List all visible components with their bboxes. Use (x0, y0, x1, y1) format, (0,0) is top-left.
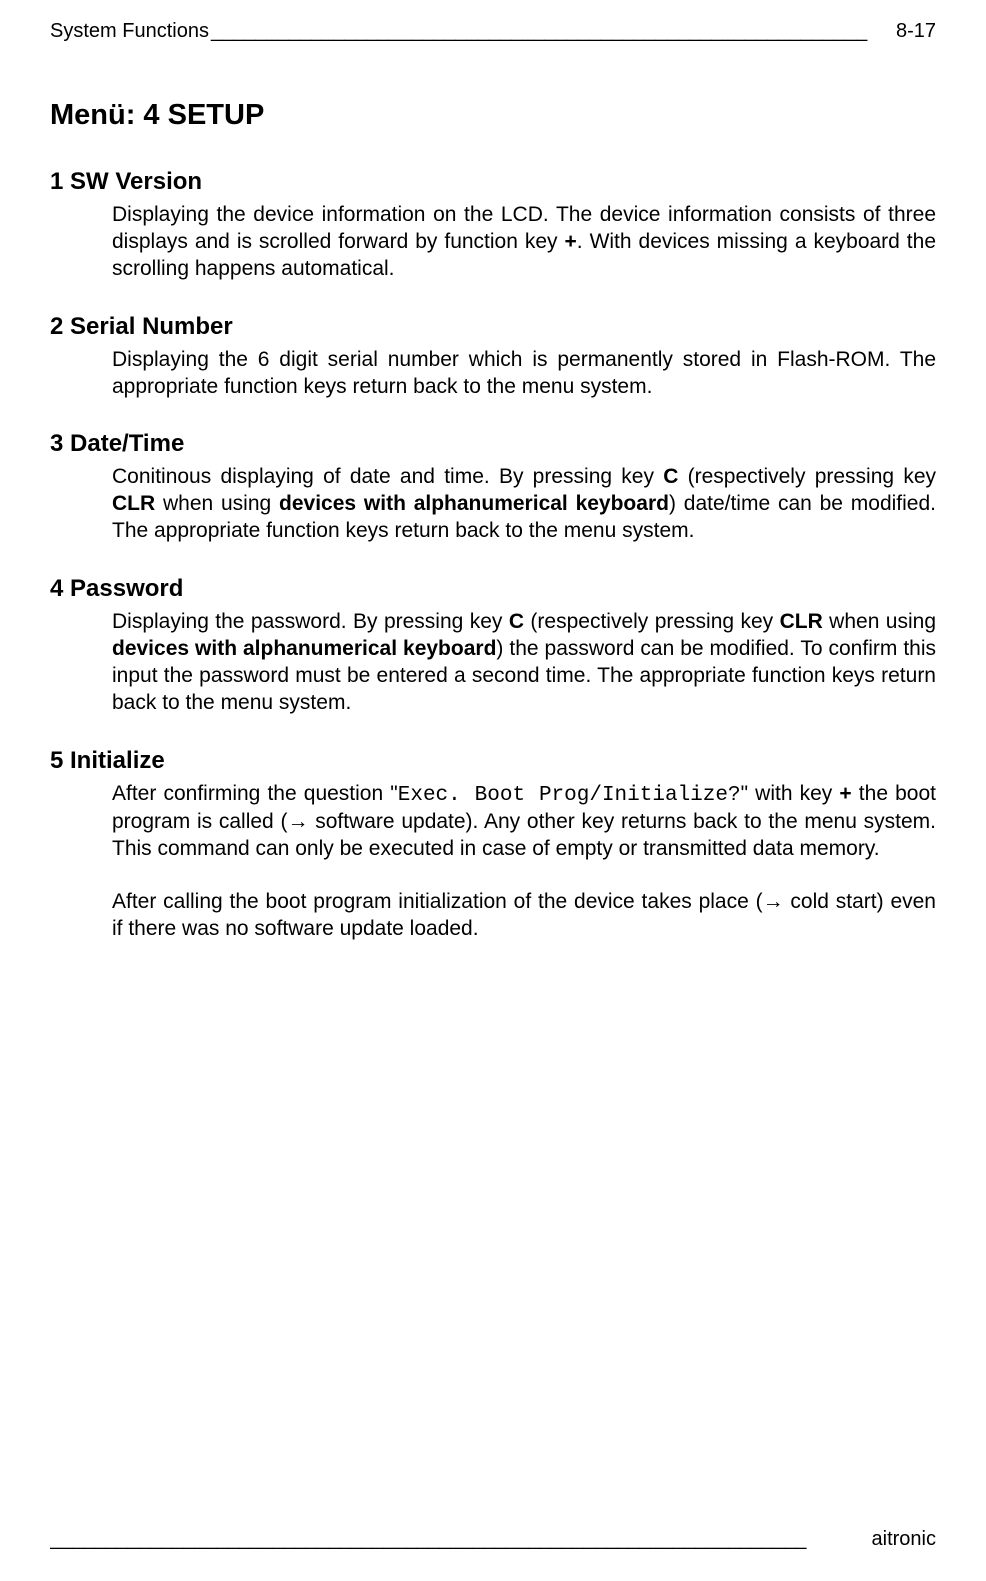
section-heading: 4 Password (50, 575, 936, 603)
text-span: Displaying the password. By pressing key (112, 610, 509, 633)
text-span: C (663, 465, 678, 488)
page-title: Menü: 4 SETUP (50, 99, 936, 132)
text-span: when using (823, 610, 936, 633)
section-heading: 3 Date/Time (50, 430, 936, 458)
section: 5 Initialize After confirming the questio… (50, 747, 936, 943)
header-section-name: System Functions (50, 20, 209, 43)
section-paragraph: After calling the boot program initializ… (112, 889, 936, 943)
section-body: Conitinous displaying of date and time. … (50, 464, 936, 545)
section-paragraph: Conitinous displaying of date and time. … (112, 464, 936, 545)
section-body: After confirming the question "Exec. Boo… (50, 781, 936, 943)
section-paragraph: Displaying the device information on the… (112, 202, 936, 283)
text-span: After confirming the question " (112, 782, 398, 805)
page-header: System Functions _______________________… (50, 20, 936, 43)
section: 4 Password Displaying the password. By pr… (50, 575, 936, 717)
text-span: CLR (780, 610, 823, 633)
text-span: Exec. Boot Prog/Initialize? (398, 784, 741, 807)
header-underline: ________________________________________… (209, 20, 896, 43)
page-footer: ________________________________________… (50, 1528, 936, 1551)
section-paragraph: Displaying the password. By pressing key… (112, 609, 936, 717)
section: 1 SW Version Displaying the device inform… (50, 168, 936, 283)
footer-brand: aitronic (872, 1528, 936, 1551)
section-heading: 2 Serial Number (50, 313, 936, 341)
section-body: Displaying the 6 digit serial number whi… (50, 347, 936, 401)
section-body: Displaying the password. By pressing key… (50, 609, 936, 717)
text-span: " with key (741, 782, 840, 805)
text-span: CLR (112, 492, 155, 515)
section-body: Displaying the device information on the… (50, 202, 936, 283)
text-span: + (839, 782, 851, 805)
text-span: (respectively pressing key (678, 465, 936, 488)
footer-underline: ________________________________________… (50, 1528, 872, 1551)
text-span: (respectively pressing key (524, 610, 780, 633)
section-heading: 5 Initialize (50, 747, 936, 775)
sections-container: 1 SW Version Displaying the device inform… (50, 168, 936, 943)
text-span: Displaying the 6 digit serial number whi… (112, 348, 936, 398)
text-span: devices with alphanumerical keyboard (279, 492, 669, 515)
text-span: + (565, 230, 577, 253)
text-span: C (509, 610, 524, 633)
header-page-number: 8-17 (896, 20, 936, 43)
section: 2 Serial Number Displaying the 6 digit se… (50, 313, 936, 401)
text-span: devices with alphanumerical keyboard (112, 637, 496, 660)
text-span: After calling the boot program initializ… (112, 890, 936, 940)
section-paragraph: Displaying the 6 digit serial number whi… (112, 347, 936, 401)
text-span: when using (155, 492, 279, 515)
section: 3 Date/Time Conitinous displaying of date… (50, 430, 936, 545)
text-span: Conitinous displaying of date and time. … (112, 465, 663, 488)
section-heading: 1 SW Version (50, 168, 936, 196)
section-paragraph: After confirming the question "Exec. Boo… (112, 781, 936, 864)
